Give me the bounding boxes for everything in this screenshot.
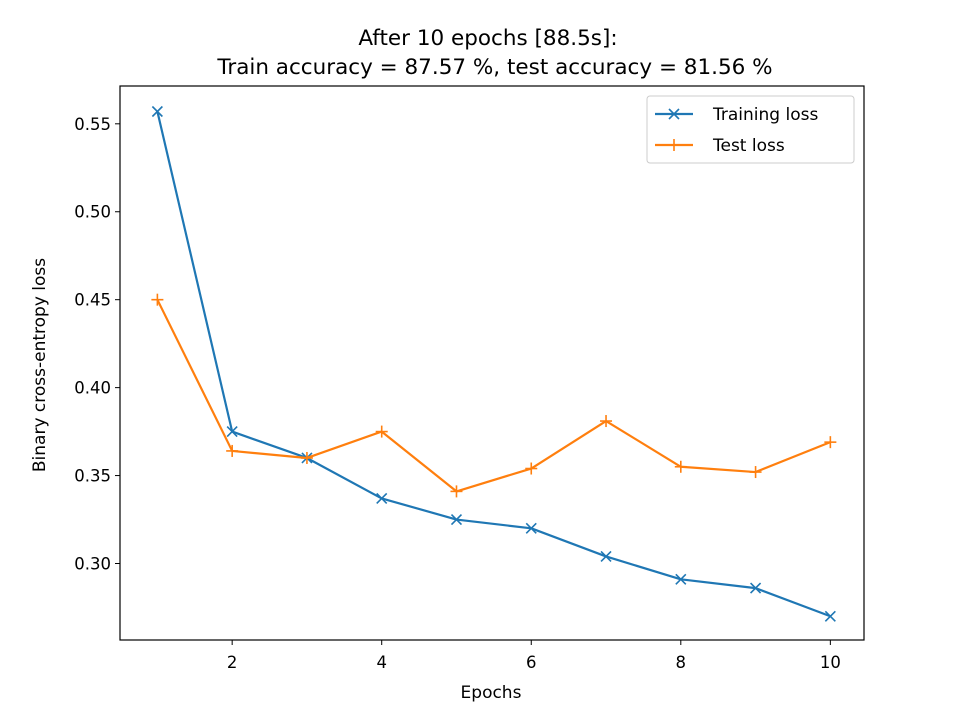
legend-label: Training loss (712, 105, 818, 125)
legend-item-training-loss: Training loss (655, 105, 818, 125)
test-loss-line (156, 299, 831, 493)
y-tick-label: 0.40 (74, 379, 111, 398)
marker-stroke (668, 108, 680, 120)
chart-subtitle: Train accuracy = 87.57 %, test accuracy … (216, 55, 772, 80)
x-tick-label: 2 (227, 653, 238, 672)
marker-stroke (675, 573, 687, 585)
marker-stroke (226, 426, 238, 438)
training-loss-point (376, 492, 388, 504)
plot-area: 2 4 6 8 10 0.30 0.35 0.40 0.45 0.50 0.55 (74, 85, 865, 672)
marker-stroke (376, 492, 388, 504)
legend-marker (668, 108, 680, 120)
training-loss-point (450, 513, 463, 526)
y-tick-label: 0.45 (74, 291, 111, 310)
y-tick-label: 0.50 (74, 203, 111, 222)
marker-stroke (600, 550, 612, 563)
marker-stroke (525, 522, 537, 534)
training-loss-point (525, 522, 537, 534)
training-loss-point (600, 550, 612, 563)
legend-label: Test loss (712, 136, 785, 156)
y-tick-label: 0.35 (74, 467, 111, 486)
marker-stroke (750, 582, 762, 594)
legend-box (646, 95, 855, 164)
training-loss-point (151, 105, 163, 118)
test-loss-point (151, 293, 164, 306)
legend: Training loss Test loss (646, 95, 855, 164)
training-loss-point (750, 582, 762, 594)
marker-stroke (450, 513, 463, 526)
test-loss-point (674, 460, 687, 473)
marker-stroke (151, 105, 163, 118)
training-loss-point (675, 573, 687, 585)
training-loss-point (226, 426, 238, 438)
chart-title: After 10 epochs [88.5s]: (358, 26, 617, 51)
legend-item-test-loss: Test loss (655, 136, 785, 156)
y-tick-label: 0.30 (74, 554, 111, 573)
training-loss-point (824, 610, 836, 622)
test-loss-point (300, 451, 313, 464)
test-loss-point (749, 466, 762, 479)
x-tick-label: 6 (526, 653, 537, 672)
x-tick-label: 4 (376, 653, 387, 672)
training-loss-line (156, 111, 831, 618)
axes-frame (119, 85, 865, 641)
test-loss-point (450, 485, 463, 498)
test-loss-point (226, 444, 239, 457)
x-tick-label: 8 (676, 653, 687, 672)
test-loss-point (525, 462, 538, 475)
y-axis-label: Binary cross-entropy loss (30, 258, 50, 472)
test-loss-point (600, 415, 613, 428)
marker-stroke (824, 610, 836, 622)
y-tick-label: 0.55 (74, 115, 111, 134)
legend-marker (668, 139, 680, 151)
x-tick-label: 10 (820, 653, 841, 672)
test-loss-point (824, 436, 837, 449)
x-axis-label: Epochs (461, 683, 522, 703)
test-loss-point (375, 425, 388, 438)
